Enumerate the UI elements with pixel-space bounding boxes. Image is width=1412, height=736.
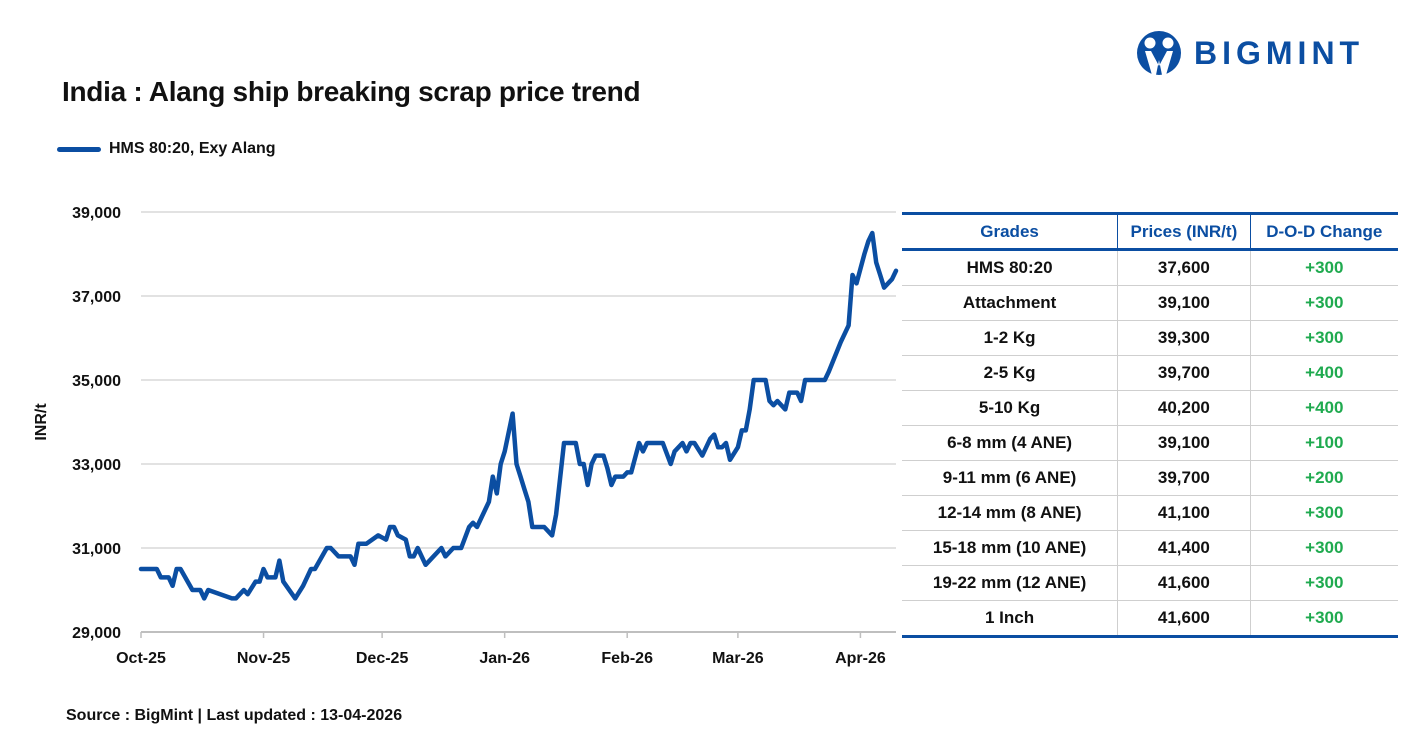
legend: HMS 80:20, Exy Alang [57,140,276,158]
x-tick-label: Nov-25 [237,650,290,667]
price-cell: 39,700 [1117,460,1251,496]
grade-cell: 1 Inch [902,600,1118,638]
price-cell: 40,200 [1117,390,1251,426]
price-cell: 41,600 [1117,600,1251,638]
price-cell: 39,100 [1117,285,1251,321]
grade-cell: HMS 80:20 [902,249,1118,286]
change-cell: +300 [1249,320,1398,356]
change-cell: +200 [1249,460,1398,496]
price-cell: 41,100 [1117,495,1251,531]
table-row: 2-5 Kg 39,700 +400 [902,355,1398,391]
table-row: 6-8 mm (4 ANE) 39,100 +100 [902,425,1398,461]
bigmint-people-logo-icon [1137,31,1181,75]
grade-cell: Attachment [902,285,1118,321]
series-line-hms-80-20 [138,230,899,601]
table-row: 9-11 mm (6 ANE) 39,700 +200 [902,460,1398,496]
grade-cell: 6-8 mm (4 ANE) [902,425,1118,461]
x-tick-label: Feb-26 [601,650,653,667]
source-note: Source : BigMint | Last updated : 13-04-… [66,707,403,724]
x-tick-label: Apr-26 [835,650,886,667]
price-cell: 41,600 [1117,565,1251,601]
y-tick-label: 39,000 [72,205,121,222]
table-header-cell: Grades [902,212,1118,251]
change-cell: +300 [1249,285,1398,321]
price-table: Grades Prices (INR/t) D-O-D Change HMS 80:… [902,212,1398,638]
table-row: 12-14 mm (8 ANE) 41,100 +300 [902,495,1398,531]
line-chart: 29,000 31,000 33,000 35,000 37,000 39,000 Oct… [33,205,899,667]
table-header-cell: Prices (INR/t) [1117,212,1251,251]
y-tick-label: 37,000 [72,289,121,306]
legend-swatch [57,146,101,152]
change-cell: +300 [1249,249,1398,286]
price-cell: 37,600 [1117,249,1251,286]
table-header-cell: D-O-D Change [1249,212,1398,251]
y-tick-label: 35,000 [72,373,121,390]
x-tick-label: Jan-26 [479,650,530,667]
x-tick-label: Dec-25 [356,650,409,667]
table-row: 19-22 mm (12 ANE) 41,600 +300 [902,565,1398,601]
table-header-row: Grades Prices (INR/t) D-O-D Change [902,212,1398,251]
change-cell: +300 [1249,495,1398,531]
grade-cell: 15-18 mm (10 ANE) [902,530,1118,566]
change-cell: +100 [1249,425,1398,461]
bigmint-logo: BIGMINT [1136,30,1364,76]
grade-cell: 2-5 Kg [902,355,1118,391]
change-cell: +400 [1249,355,1398,391]
price-cell: 41,400 [1117,530,1251,566]
change-cell: +300 [1249,565,1398,601]
y-tick-label: 29,000 [72,625,121,642]
change-cell: +400 [1249,390,1398,426]
grade-cell: 12-14 mm (8 ANE) [902,495,1118,531]
change-cell: +300 [1249,600,1398,638]
table-row: Attachment 39,100 +300 [902,285,1398,321]
table-row: 1-2 Kg 39,300 +300 [902,320,1398,356]
grade-cell: 19-22 mm (12 ANE) [902,565,1118,601]
x-tick-label: Oct-25 [116,650,166,667]
y-tick-label: 31,000 [72,541,121,558]
grade-cell: 1-2 Kg [902,320,1118,356]
table-row: 15-18 mm (10 ANE) 41,400 +300 [902,530,1398,566]
chart-title: India : Alang ship breaking scrap price … [62,76,641,107]
table-row: 1 Inch 41,600 +300 [902,600,1398,638]
price-cell: 39,700 [1117,355,1251,391]
change-cell: +300 [1249,530,1398,566]
grade-cell: 9-11 mm (6 ANE) [902,460,1118,496]
table-row: HMS 80:20 37,600 +300 [902,249,1398,286]
legend-label: HMS 80:20, Exy Alang [109,140,276,157]
table-row: 5-10 Kg 40,200 +400 [902,390,1398,426]
y-tick-label: 33,000 [72,457,121,474]
y-axis-label: INR/t [33,403,50,441]
grade-cell: 5-10 Kg [902,390,1118,426]
price-cell: 39,300 [1117,320,1251,356]
x-tick-label: Mar-26 [712,650,764,667]
price-cell: 39,100 [1117,425,1251,461]
logo-wordmark: BIGMINT [1194,34,1365,71]
